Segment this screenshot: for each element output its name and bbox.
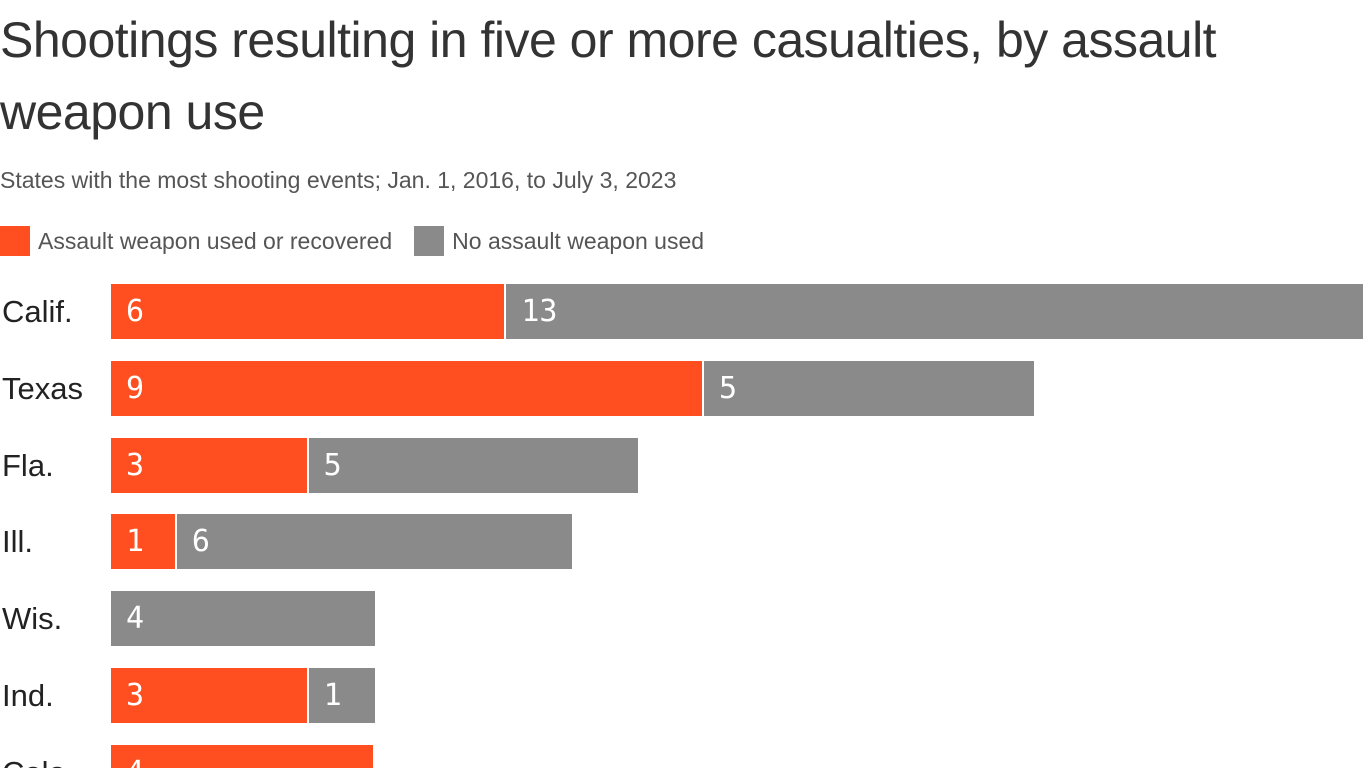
data-label: 5 (719, 370, 738, 406)
data-label: 3 (126, 447, 145, 483)
category-label: Ill. (2, 524, 33, 560)
data-label: 1 (323, 678, 342, 713)
bar-segment (176, 514, 573, 570)
data-label: 6 (191, 524, 210, 560)
data-label: 4 (126, 601, 145, 637)
bar-segment (308, 437, 639, 493)
data-label: 9 (126, 370, 145, 406)
bar-segment (506, 284, 1363, 339)
data-label: 3 (126, 678, 145, 713)
category-label: Fla. (2, 447, 54, 483)
data-label: 1 (126, 524, 145, 560)
bar-segment (111, 437, 307, 493)
category-label: Calif. (2, 294, 73, 329)
category-label: Colo. (2, 745, 74, 768)
bar-segment (111, 668, 307, 723)
bar-segment (111, 744, 373, 768)
legend-swatch-no-assault (414, 226, 445, 256)
category-label: Wis. (2, 601, 63, 637)
bar-segment (704, 360, 1034, 416)
data-label: 5 (323, 447, 342, 483)
chart-subtitle: States with the most shooting events; Ja… (0, 167, 677, 193)
legend-label-assault: Assault weapon used or recovered (38, 227, 393, 254)
bar-segment (111, 360, 703, 416)
chart-title: Shootings resulting in five or more casu… (0, 12, 1217, 140)
bar-segment (308, 668, 375, 723)
legend-item-no-assault: No assault weapon used (414, 226, 704, 256)
legend: Assault weapon used or recovered No assa… (0, 226, 726, 256)
category-label: Ind. (2, 678, 54, 713)
data-label: 4 (126, 745, 144, 768)
bar-segment (111, 514, 175, 570)
data-label: 6 (126, 294, 145, 329)
legend-label-no-assault: No assault weapon used (452, 227, 705, 254)
bar-segment (111, 591, 375, 647)
category-label: Texas (2, 370, 83, 406)
bar-segment (111, 284, 505, 339)
legend-swatch-assault (0, 226, 30, 256)
legend-item-assault: Assault weapon used or recovered (0, 226, 392, 256)
data-label: 13 (521, 294, 558, 329)
